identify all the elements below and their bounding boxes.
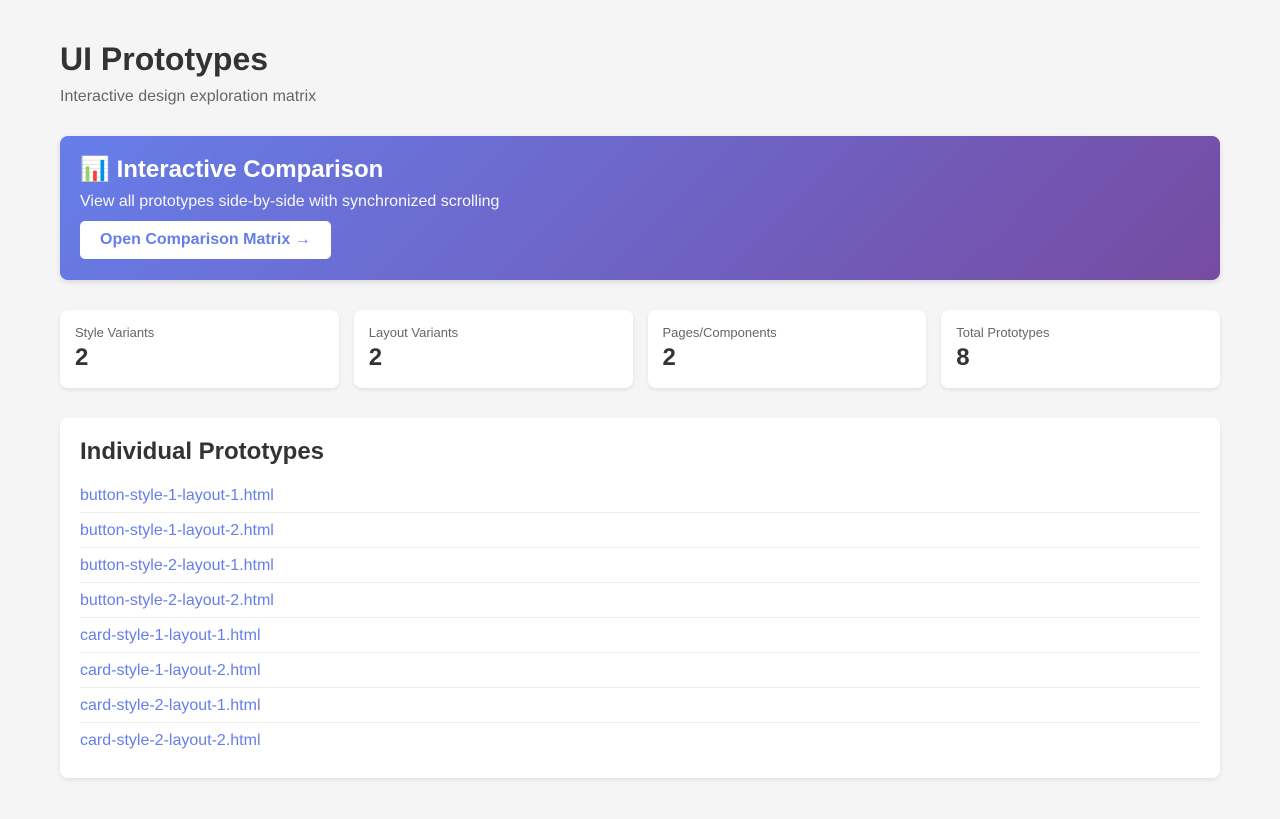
stat-card-style-variants: Style Variants 2	[60, 310, 339, 388]
prototype-link[interactable]: card-style-2-layout-1.html	[80, 688, 1200, 723]
prototype-link[interactable]: button-style-1-layout-1.html	[80, 478, 1200, 513]
stat-value: 2	[662, 344, 676, 371]
banner-title-text: Interactive Comparison	[116, 156, 384, 183]
stat-value: 2	[75, 344, 89, 371]
prototype-link[interactable]: card-style-1-layout-2.html	[80, 653, 1200, 688]
banner-description: View all prototypes side-by-side with sy…	[80, 193, 500, 210]
prototype-link[interactable]: button-style-2-layout-2.html	[80, 583, 1200, 618]
bar-chart-icon: 📊	[80, 156, 110, 183]
stat-card-pages-components: Pages/Components 2	[647, 310, 927, 388]
open-comparison-matrix-button[interactable]: Open Comparison Matrix →	[80, 221, 331, 259]
comparison-banner: 📊 Interactive Comparison View all protot…	[60, 136, 1220, 280]
prototype-link[interactable]: card-style-2-layout-2.html	[80, 732, 261, 749]
page-title: UI Prototypes	[60, 41, 269, 77]
prototype-link[interactable]: card-style-1-layout-1.html	[80, 618, 1200, 653]
stat-label: Style Variants	[75, 325, 155, 340]
stats-row: Style Variants 2 Layout Variants 2 Pages/C…	[60, 310, 1220, 388]
prototype-link[interactable]: button-style-1-layout-2.html	[80, 513, 1200, 548]
stat-card-layout-variants: Layout Variants 2	[353, 310, 633, 388]
stat-label: Layout Variants	[368, 325, 459, 340]
page-subtitle: Interactive design exploration matrix	[60, 88, 317, 105]
banner-title: 📊 Interactive Comparison	[80, 156, 1200, 184]
stat-card-total-prototypes: Total Prototypes 8	[941, 310, 1220, 388]
prototype-link[interactable]: button-style-2-layout-1.html	[80, 548, 1200, 583]
stat-label: Total Prototypes	[956, 325, 1050, 340]
stat-value: 8	[956, 344, 970, 371]
prototype-list: Individual Prototypes button-style-1-lay…	[60, 418, 1220, 778]
stat-value: 2	[368, 344, 383, 371]
stat-label: Pages/Components	[662, 325, 777, 340]
section-title: Individual Prototypes	[80, 438, 325, 465]
